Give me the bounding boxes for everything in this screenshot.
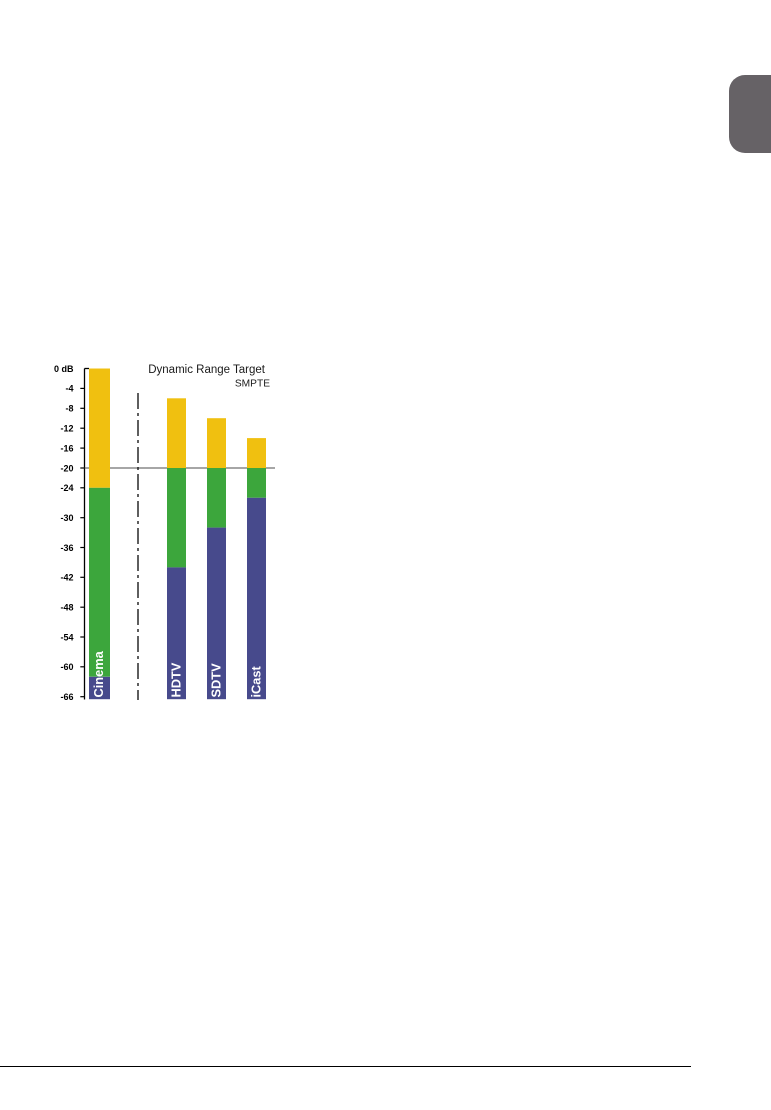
svg-text:-30: -30 — [60, 513, 73, 523]
svg-text:-60: -60 — [60, 662, 73, 672]
svg-text:-36: -36 — [60, 543, 73, 553]
svg-text:-24: -24 — [60, 483, 73, 493]
svg-text:-42: -42 — [60, 573, 73, 583]
svg-text:-4: -4 — [65, 384, 73, 394]
svg-text:SMPTE: SMPTE — [235, 379, 270, 390]
svg-text:-48: -48 — [60, 603, 73, 613]
svg-text:-16: -16 — [60, 443, 73, 453]
svg-text:-66: -66 — [60, 692, 73, 702]
svg-text:Dynamic Range Target: Dynamic Range Target — [148, 364, 266, 376]
svg-text:-8: -8 — [65, 404, 73, 414]
svg-text:SDTV: SDTV — [209, 663, 224, 698]
svg-text:Cinema: Cinema — [91, 650, 106, 697]
svg-text:-20: -20 — [60, 463, 73, 473]
svg-text:-54: -54 — [60, 632, 73, 642]
svg-text:-12: -12 — [60, 424, 73, 434]
svg-text:HDTV: HDTV — [169, 662, 184, 697]
svg-text:iCast: iCast — [249, 665, 264, 697]
svg-text:0 dB: 0 dB — [54, 364, 74, 374]
